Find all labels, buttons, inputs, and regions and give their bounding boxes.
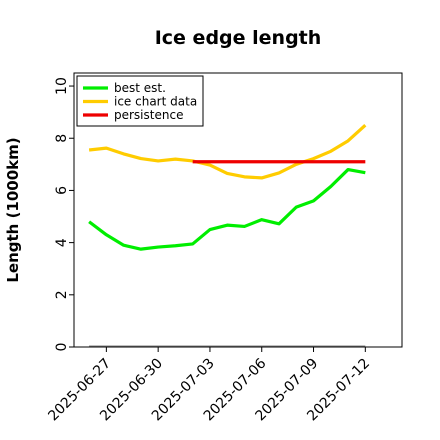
series-layer xyxy=(88,124,367,347)
legend-entry-label: best est. xyxy=(114,81,166,95)
chart-title: Ice edge length xyxy=(155,27,322,49)
plot-area-frame xyxy=(73,72,403,348)
y-axis-label: Length (1000km) xyxy=(4,137,22,282)
legend-entry-label: persistence xyxy=(114,108,183,122)
y-tick-label: 6 xyxy=(54,186,70,195)
y-axis-ticks: 0 2 4 6 8 10 xyxy=(54,77,74,351)
y-tick-label: 10 xyxy=(54,77,70,95)
x-axis-ticks: 2025-06-272025-06-302025-07-032025-07-06… xyxy=(45,347,373,424)
series-line-ice-chart-data xyxy=(88,124,367,180)
legend-entry-label: ice chart data xyxy=(114,95,197,109)
y-tick-label: 8 xyxy=(54,134,70,143)
y-tick-label: 2 xyxy=(54,290,70,299)
y-tick-label: 0 xyxy=(54,343,70,352)
y-tick-label: 4 xyxy=(54,238,70,247)
series-line-best-est- xyxy=(88,167,366,251)
